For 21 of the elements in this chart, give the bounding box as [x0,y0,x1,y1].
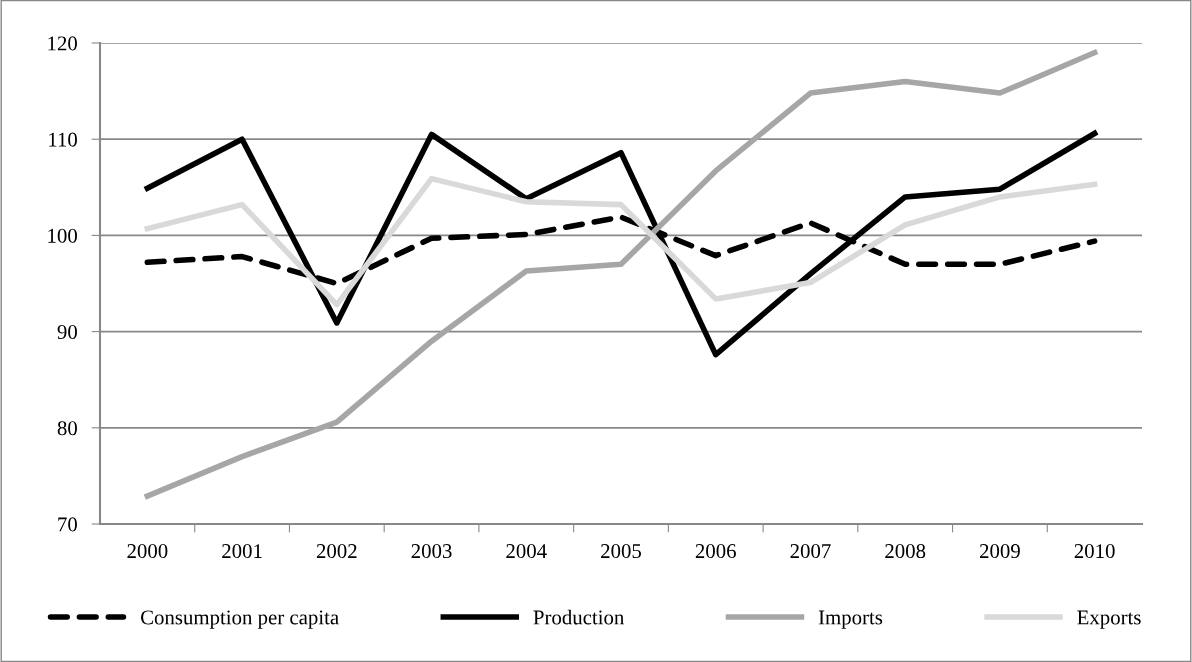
legend-label: Imports [818,610,883,629]
x-tick-label: 2000 [127,544,168,559]
x-tick-label: 2004 [506,544,547,559]
legend-label: Consumption per capita [140,610,339,629]
legend-label: Production [533,609,625,625]
x-tick-label: 2002 [316,544,357,559]
x-tick-label: 2005 [601,544,642,559]
x-tick-label: 2003 [411,544,452,559]
y-tick-label: 120 [48,36,77,51]
y-tick-label: 110 [49,132,77,147]
x-tick-label: 2009 [979,544,1020,559]
y-tick-label: 80 [57,421,77,436]
y-tick-label: 90 [57,324,77,340]
x-tick-label: 2008 [885,544,926,559]
x-tick-label: 2007 [790,544,831,559]
x-tick-label: 2006 [695,544,736,559]
y-tick-label: 70 [58,517,77,532]
x-tick-label: 2001 [222,544,262,559]
y-tick-label: 100 [48,228,77,243]
legend-label: Exports [1077,610,1141,629]
x-tick-label: 2010 [1074,544,1115,559]
